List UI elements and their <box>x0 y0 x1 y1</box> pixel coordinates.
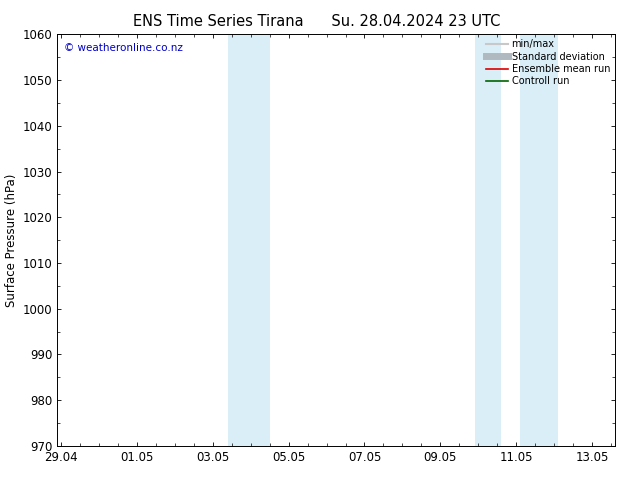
Bar <box>520 34 558 446</box>
Text: ENS Time Series Tirana      Su. 28.04.2024 23 UTC: ENS Time Series Tirana Su. 28.04.2024 23… <box>133 14 501 29</box>
Y-axis label: Surface Pressure (hPa): Surface Pressure (hPa) <box>5 173 18 307</box>
Legend: min/max, Standard deviation, Ensemble mean run, Controll run: min/max, Standard deviation, Ensemble me… <box>483 36 613 89</box>
Bar <box>228 34 269 446</box>
Bar <box>475 34 501 446</box>
Text: © weatheronline.co.nz: © weatheronline.co.nz <box>64 43 183 53</box>
